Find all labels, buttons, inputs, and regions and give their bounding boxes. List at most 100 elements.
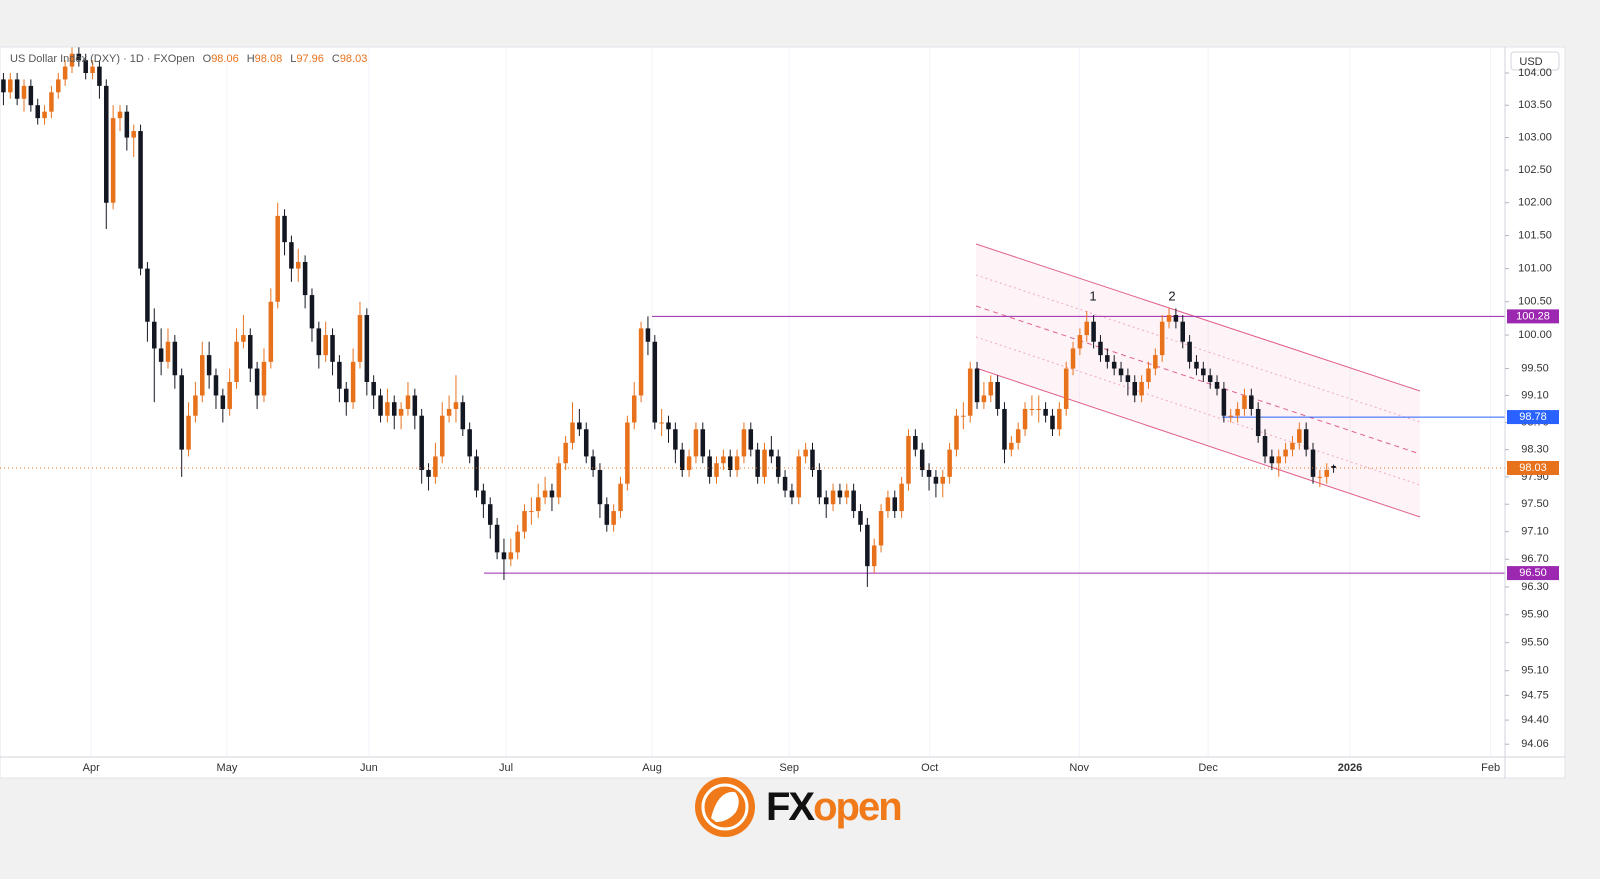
chart-header: US Dollar Index (DXY) · 1D · FXOpen O98.0… bbox=[10, 53, 367, 65]
candle-body bbox=[467, 429, 472, 457]
candle-body bbox=[364, 315, 370, 382]
currency-box bbox=[1510, 51, 1560, 71]
candle-body bbox=[446, 408, 452, 416]
candle-body bbox=[268, 301, 274, 362]
candle-body bbox=[385, 402, 390, 416]
candle-body bbox=[1173, 315, 1179, 322]
y-tick-label: 100.50 bbox=[1518, 296, 1552, 308]
candle-body bbox=[1262, 436, 1268, 457]
candle-body bbox=[878, 511, 884, 546]
candle-body bbox=[337, 361, 342, 389]
candle-body bbox=[1146, 368, 1151, 382]
candle-body bbox=[1105, 355, 1110, 362]
candle-body bbox=[35, 105, 40, 119]
candle-body bbox=[261, 361, 267, 396]
candle-body bbox=[398, 408, 404, 416]
candle-body bbox=[871, 545, 877, 567]
candle-body bbox=[1118, 368, 1124, 376]
candle-body bbox=[460, 402, 466, 430]
level-tag bbox=[1507, 309, 1559, 324]
candle-body bbox=[234, 341, 239, 382]
candle-body bbox=[700, 429, 706, 457]
candle-body bbox=[247, 335, 253, 369]
candle-body bbox=[830, 490, 836, 505]
candle-body bbox=[556, 463, 562, 498]
candle-body bbox=[1194, 361, 1199, 369]
candle-body bbox=[309, 295, 315, 329]
candle-body bbox=[1057, 408, 1062, 430]
candle-body bbox=[1084, 321, 1090, 336]
candle-body bbox=[693, 429, 699, 457]
candle-body bbox=[926, 470, 932, 477]
candle-body bbox=[817, 470, 822, 498]
candle-body bbox=[1201, 368, 1206, 376]
candle-body bbox=[8, 79, 13, 93]
candle-body bbox=[56, 79, 61, 93]
candle-body bbox=[570, 422, 575, 443]
chart-title: US Dollar Index (DXY) · 1D · FXOpen bbox=[10, 53, 195, 65]
candle-body bbox=[501, 552, 507, 560]
candle-body bbox=[1283, 449, 1288, 457]
candle-body bbox=[1228, 415, 1234, 417]
candle-body bbox=[350, 361, 356, 403]
candle-body bbox=[49, 92, 54, 112]
candle-body bbox=[220, 395, 226, 409]
candle-body bbox=[1125, 375, 1131, 382]
candle-body bbox=[110, 118, 116, 203]
candle-body bbox=[42, 111, 47, 119]
candle-body bbox=[193, 395, 198, 416]
candle-body bbox=[371, 381, 376, 396]
candle-body bbox=[563, 442, 568, 464]
candle-body bbox=[1022, 408, 1028, 430]
x-tick-label: Apr bbox=[83, 762, 100, 774]
candle-body bbox=[131, 131, 136, 138]
candle-body bbox=[1187, 341, 1192, 362]
candle-body bbox=[865, 524, 870, 567]
candle-body bbox=[453, 402, 459, 409]
candle-body bbox=[1077, 335, 1083, 349]
candle-body bbox=[1002, 408, 1007, 450]
y-tick-label: 95.90 bbox=[1521, 609, 1549, 621]
x-tick-label: May bbox=[217, 762, 238, 774]
candle-body bbox=[707, 456, 712, 477]
candle-body bbox=[625, 422, 630, 484]
currency-label: USD bbox=[1519, 56, 1542, 68]
candle-body bbox=[775, 456, 781, 477]
logo: FXopen bbox=[695, 777, 903, 837]
ohlc-value: 97.96 bbox=[296, 53, 324, 65]
candle-body bbox=[378, 395, 383, 416]
candle-body bbox=[282, 215, 287, 243]
level-tag-label: 98.78 bbox=[1519, 411, 1547, 423]
candle-body bbox=[803, 449, 808, 457]
candle-body bbox=[69, 53, 75, 67]
candle-body bbox=[535, 497, 541, 512]
candle-body bbox=[714, 463, 719, 477]
ohlc-legend: O98.06 H98.08 L97.96 C98.03 bbox=[203, 53, 368, 65]
candle-body bbox=[1303, 429, 1309, 450]
candle-body bbox=[419, 415, 424, 471]
last-price-tag bbox=[1507, 460, 1559, 475]
candle-body bbox=[954, 415, 959, 450]
candle-body bbox=[618, 483, 623, 512]
logo-emblem-ring bbox=[701, 783, 749, 831]
candle-body bbox=[1242, 395, 1247, 409]
y-tick-label: 95.50 bbox=[1521, 637, 1549, 649]
x-tick-label: Dec bbox=[1198, 762, 1218, 774]
candle-body bbox=[913, 436, 918, 450]
candle-body bbox=[76, 53, 82, 61]
candle-body bbox=[275, 215, 280, 302]
candle-body bbox=[940, 476, 946, 484]
candle-body bbox=[645, 328, 651, 342]
candle-body bbox=[213, 375, 219, 396]
candle-body bbox=[1029, 408, 1035, 410]
candle-body bbox=[611, 511, 616, 525]
candle-body bbox=[947, 449, 952, 477]
candle-body bbox=[919, 449, 925, 471]
candle-body bbox=[302, 261, 308, 296]
candle-body bbox=[90, 66, 95, 74]
candle-body bbox=[323, 335, 328, 356]
candle-body bbox=[254, 368, 260, 396]
ohlc-value: 98.06 bbox=[211, 53, 239, 65]
candle-body bbox=[1290, 442, 1295, 450]
